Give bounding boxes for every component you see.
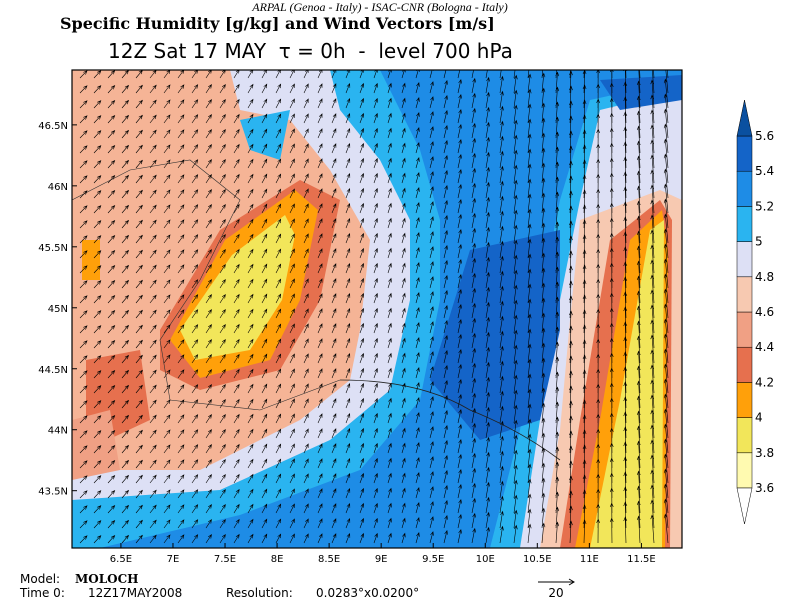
x-tick-label: 8.5E [318, 554, 340, 565]
field-band [100, 70, 682, 548]
colorbar-label: 3.8 [755, 446, 774, 460]
colorbar-label: 5.4 [755, 164, 774, 178]
x-tick-label: 10E [476, 554, 495, 565]
field-band [600, 75, 682, 110]
model: MOLOCH [75, 572, 139, 586]
colorbar-label: 4 [755, 411, 763, 425]
colorbar: 3.6 3.8 4 4.2 4.4 4.6 4.8 5 5.2 5.4 5.6 [736, 99, 774, 525]
time: 12Z17MAY2008 [88, 586, 182, 600]
colorbar-label: 5 [755, 235, 763, 249]
x-tick-label: 6.5E [110, 554, 132, 565]
colorbar-band [736, 417, 753, 454]
colorbar-over [736, 99, 753, 137]
credit: ARPAL (Genoa - Italy) - ISAC-CNR (Bologn… [251, 0, 508, 14]
y-tick-label: 43.5N [38, 487, 68, 498]
colorbar-band [736, 135, 753, 172]
colorbar-band [736, 452, 753, 489]
reference-arrow [538, 578, 575, 586]
y-tick-label: 45.5N [38, 243, 68, 254]
coastline [339, 379, 561, 461]
model-label: Model: [20, 572, 60, 586]
colorbar-label: 5.2 [755, 199, 774, 213]
map-frame [71, 69, 683, 549]
map-axes: 6.5E 7E 7.5E 8E 8.5E 9E 9.5E 10E 10.5E 11E 11.5E 43… [38, 121, 655, 565]
colorbar-band [736, 311, 753, 348]
border [72, 159, 341, 411]
x-tick-label: 8E [271, 554, 284, 565]
x-tick-label: 7E [167, 554, 180, 565]
time-label: Time 0: [19, 586, 65, 600]
x-tick-label: 9.5E [422, 554, 444, 565]
y-tick-label: 44.5N [38, 365, 68, 376]
x-tick-label: 11E [580, 554, 599, 565]
y-tick-label: 44N [48, 426, 68, 437]
reference-vector: 20 [548, 586, 563, 600]
x-tick-label: 11.5E [627, 554, 656, 565]
colorbar-band [736, 241, 753, 278]
colorbar-label: 4.6 [755, 305, 774, 319]
colorbar-band [736, 206, 753, 242]
y-tick-label: 45N [48, 304, 68, 315]
colorbar-label: 3.6 [755, 481, 774, 495]
x-tick-label: 10.5E [523, 554, 552, 565]
field-band [72, 410, 120, 480]
field-band [180, 215, 295, 360]
field-band [430, 230, 560, 440]
colorbar-label: 4.8 [755, 270, 774, 284]
colorbar-band [736, 346, 753, 383]
colorbar-band [736, 276, 753, 313]
resolution-label: Resolution: [226, 586, 293, 600]
colorbar-under [736, 487, 753, 525]
wind-arrows [79, 70, 669, 544]
wind-vectors [79, 70, 669, 544]
humidity-field [72, 70, 682, 548]
y-tick-label: 46N [48, 182, 68, 193]
field-band [82, 240, 100, 280]
x-tick-label: 7.5E [214, 554, 236, 565]
colorbar-label: 4.2 [755, 375, 774, 389]
colorbar-label: 5.6 [755, 129, 774, 143]
title: Specific Humidity [g/kg] and Wind Vector… [60, 14, 495, 33]
subtitle: 12Z Sat 17 MAY τ = 0h - level 700 hPa [108, 39, 513, 63]
colorbar-label: 4.4 [755, 340, 774, 354]
y-tick-label: 46.5N [38, 121, 68, 132]
resolution: 0.0283°x0.0200° [316, 586, 419, 600]
field-band [590, 220, 664, 548]
colorbar-band [736, 382, 753, 418]
colorbar-band [736, 170, 753, 207]
x-tick-label: 9E [375, 554, 388, 565]
